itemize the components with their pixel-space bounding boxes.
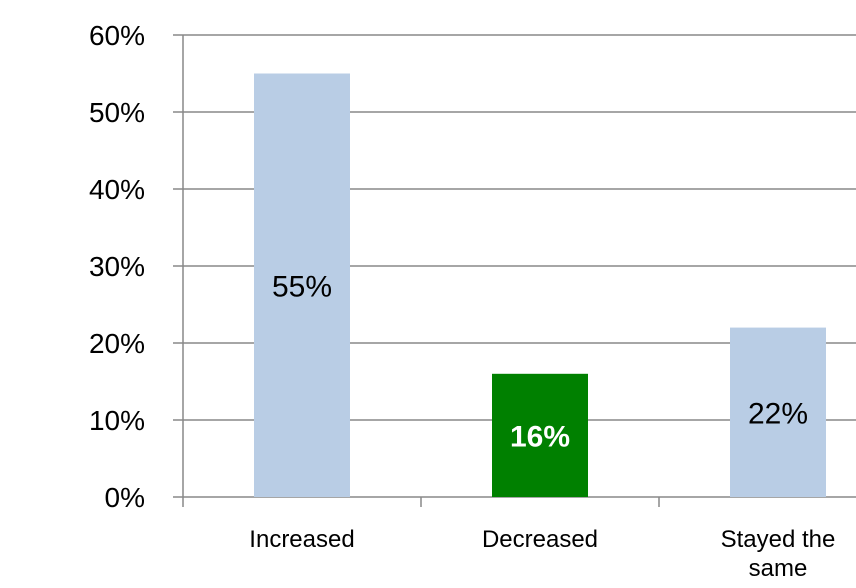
x-category-label: Stayed the [721,526,836,553]
x-category-label: Decreased [482,526,598,553]
bar [730,327,826,497]
x-category-label: same [749,555,808,582]
x-category-label: Increased [249,526,354,553]
data-label: 16% [510,420,570,453]
y-tick-label: 10% [89,405,145,436]
data-labels: 55% 16% 22% [272,270,808,453]
y-tick-label: 20% [89,328,145,359]
bar [492,373,588,497]
data-label: 55% [272,270,332,303]
y-axis-tick-labels: 0% 10% 20% 30% 40% 50% 60% [89,20,145,513]
y-tick-label: 30% [89,251,145,282]
y-tick-label: 60% [89,20,145,51]
data-label: 22% [748,397,808,430]
bars [254,73,826,497]
y-tick-label: 0% [105,482,145,513]
y-tick-label: 50% [89,97,145,128]
y-tick-label: 40% [89,174,145,205]
bar [254,73,350,497]
